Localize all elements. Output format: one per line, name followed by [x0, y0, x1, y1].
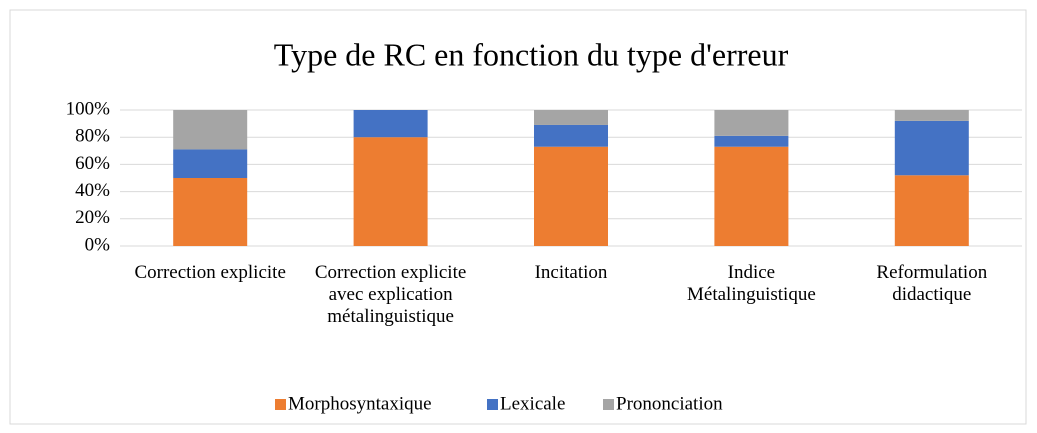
y-tick-label: 40%	[75, 180, 110, 201]
legend-label: Morphosyntaxique	[288, 393, 432, 414]
chart-title: Type de RC en fonction du type d'erreur	[274, 36, 789, 72]
y-tick-label: 100%	[66, 98, 111, 119]
bar-segment	[353, 110, 428, 138]
bar-segment	[173, 178, 248, 246]
legend-swatch	[275, 399, 286, 410]
bar-segment	[894, 120, 969, 176]
bar-segment	[534, 110, 608, 125]
bar-segment	[173, 110, 248, 150]
legend-label: Lexicale	[500, 393, 565, 414]
x-tick-label: Indice Métalinguistique	[687, 262, 816, 305]
legend-swatch	[603, 399, 614, 410]
bar-segment	[714, 110, 789, 136]
x-tick-label: Correction explicite	[134, 262, 286, 283]
bar-segment	[534, 124, 608, 147]
bar-segment	[714, 135, 789, 147]
bar-segment	[714, 146, 789, 246]
y-tick-label: 80%	[75, 126, 110, 147]
bar-segment	[353, 137, 428, 246]
x-tick-label: Incitation	[534, 262, 608, 283]
bar-segment	[534, 146, 608, 246]
legend-label: Prononciation	[616, 393, 723, 414]
bar-segment	[173, 149, 248, 178]
bar-segment	[894, 175, 969, 246]
x-tick-label: Reformulation didactique	[876, 262, 988, 305]
bar-segment	[894, 110, 969, 121]
legend-swatch	[487, 399, 498, 410]
x-tick-label: Correction explicite avec explication mé…	[314, 262, 467, 327]
y-tick-label: 0%	[85, 234, 111, 255]
y-tick-label: 60%	[75, 153, 110, 174]
y-tick-label: 20%	[75, 207, 110, 228]
